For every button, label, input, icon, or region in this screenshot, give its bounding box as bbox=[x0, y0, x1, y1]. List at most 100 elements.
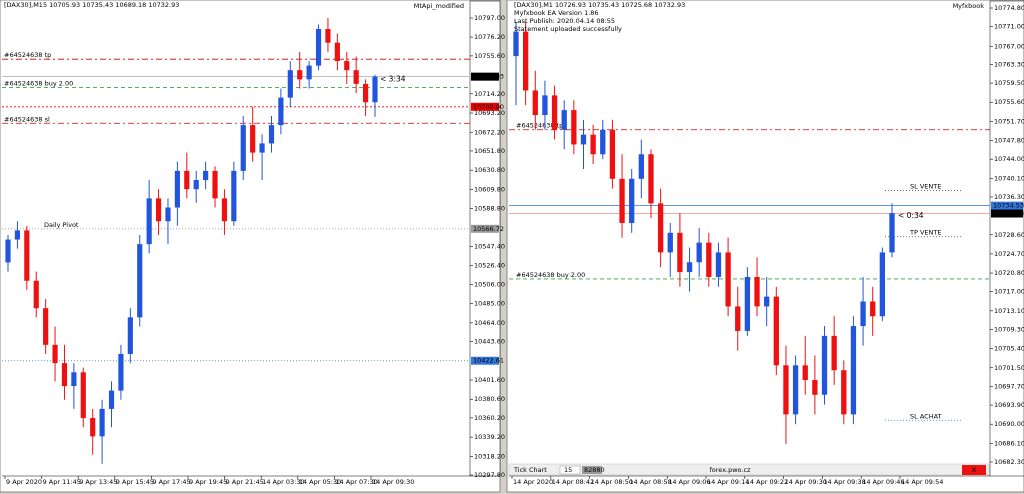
y-tick-label: 10693.20 bbox=[474, 109, 505, 117]
candle-body bbox=[80, 372, 86, 419]
candle-body bbox=[212, 170, 218, 199]
price-tag bbox=[991, 201, 1023, 210]
candle-body bbox=[879, 252, 886, 317]
x-tick-label: 14 Apr 09:06 bbox=[668, 478, 710, 486]
y-tick-label: 10339.20 bbox=[474, 433, 505, 441]
candle-body bbox=[657, 203, 664, 253]
count-box[interactable] bbox=[559, 465, 581, 475]
price-tag-label: 10732.93 bbox=[473, 73, 504, 81]
candle-body bbox=[725, 252, 731, 307]
candle-body bbox=[696, 242, 702, 263]
y-tick-label: 10693.90 bbox=[994, 401, 1024, 409]
candle-body bbox=[754, 276, 760, 307]
y-tick-label: 10720.80 bbox=[994, 269, 1024, 277]
x-tick-label: 9 Apr 13:45 bbox=[79, 478, 117, 486]
candle-body bbox=[363, 83, 369, 103]
price-tag bbox=[471, 72, 499, 81]
candle-body bbox=[715, 252, 722, 277]
candle-body bbox=[667, 232, 673, 253]
candle-body bbox=[99, 408, 105, 437]
left-chart: 10797.00 10776.20 10755.60 10714.20 10693.20… bbox=[2, 0, 505, 486]
x-tick-label: 14 Apr 09:46 bbox=[862, 478, 904, 486]
candle-body bbox=[600, 129, 606, 155]
candle-body bbox=[43, 308, 49, 345]
x-tick-label: 14 Apr 07:30 bbox=[335, 478, 377, 486]
candle-body bbox=[792, 365, 799, 415]
close-label[interactable]: X bbox=[972, 466, 977, 474]
brand: Myfxbook bbox=[953, 2, 985, 10]
price-tag-label: 10732.93 bbox=[993, 210, 1024, 218]
price-line-label: #64524638 tp bbox=[4, 51, 51, 59]
y-tick-label: 10464.00 bbox=[474, 319, 505, 327]
y-tick-label: 10651.80 bbox=[474, 147, 505, 155]
candle-body bbox=[353, 70, 359, 84]
candle-body bbox=[783, 365, 789, 415]
y-tick-label: 10401.60 bbox=[474, 376, 505, 384]
close-button[interactable] bbox=[962, 465, 986, 475]
y-tick-label: 10380.60 bbox=[474, 395, 505, 403]
y-tick-label: 10776.20 bbox=[474, 33, 505, 41]
x-tick-label: 9 Apr 21:45 bbox=[226, 478, 264, 486]
candle-body bbox=[542, 95, 548, 115]
footer-bar bbox=[508, 463, 990, 476]
x-tick-label: 9 Apr 2020 bbox=[6, 478, 42, 486]
candle-body bbox=[278, 97, 284, 126]
count[interactable]: 15 bbox=[564, 466, 572, 474]
y-tick-label: 10588.80 bbox=[474, 205, 505, 213]
x-tick-label: 14 Apr 09:54 bbox=[901, 478, 943, 486]
candle-body bbox=[619, 178, 625, 223]
y-tick-label: 10763.30 bbox=[994, 60, 1024, 68]
y-tick-label: 10526.40 bbox=[474, 262, 505, 270]
candle-body bbox=[24, 230, 30, 281]
countdown: < 0:34 bbox=[898, 211, 924, 220]
y-tick-label: 10714.20 bbox=[474, 90, 505, 98]
ticks: 82880 bbox=[584, 466, 605, 474]
price-line-label: SL ACHAT bbox=[910, 412, 942, 420]
ticks-box bbox=[582, 466, 602, 474]
y-tick-label: 10717.00 bbox=[994, 288, 1024, 296]
price-tag bbox=[991, 209, 1023, 218]
candle-body bbox=[221, 198, 228, 222]
candle-body bbox=[812, 380, 818, 395]
y-tick-label: 10774.80 bbox=[994, 4, 1024, 12]
x-tick-label: 14 Apr 03:30 bbox=[262, 478, 304, 486]
y-tick-label: 10609.80 bbox=[474, 185, 505, 193]
y-tick-label: 10630.80 bbox=[474, 166, 505, 174]
x-tick-label: 9 Apr 15:45 bbox=[116, 478, 154, 486]
x-tick-label: 9 Apr 17:45 bbox=[152, 478, 190, 486]
candle-body bbox=[250, 125, 256, 153]
candle-body bbox=[297, 70, 303, 80]
right-chart: 10774.80 10771.00 10767.00 10763.30 10759.50… bbox=[508, 0, 1024, 486]
countdown: < 3:34 bbox=[380, 75, 406, 84]
candle-body bbox=[174, 170, 180, 208]
y-tick-label: 10682.30 bbox=[994, 458, 1024, 466]
brand: MtApi_modified bbox=[414, 2, 464, 10]
y-tick-label: 10360.20 bbox=[474, 414, 505, 422]
y-tick-label: 10771.00 bbox=[994, 23, 1024, 31]
candle-body bbox=[259, 143, 265, 153]
y-tick-label: 10690.00 bbox=[994, 420, 1024, 428]
y-tick-label: 10755.60 bbox=[994, 98, 1024, 106]
y-tick-label: 10744.00 bbox=[994, 155, 1024, 163]
candle-body bbox=[306, 65, 312, 80]
candle-body bbox=[744, 276, 751, 331]
price-tag-label: 10734.53 bbox=[993, 202, 1024, 210]
price-line-label: #64524638 buy 2.00 bbox=[4, 80, 73, 88]
candle-body bbox=[889, 213, 895, 253]
candle-body bbox=[571, 110, 577, 145]
candle-body bbox=[184, 170, 190, 190]
candle-body bbox=[108, 390, 115, 409]
candle-body bbox=[522, 31, 529, 91]
y-tick-label: 10297.80 bbox=[474, 471, 505, 479]
x-tick-label: 14 Apr 09:38 bbox=[823, 478, 865, 486]
candle-body bbox=[146, 198, 152, 245]
candle-body bbox=[513, 31, 519, 57]
candle-body bbox=[551, 95, 558, 130]
price-line-label: TP VENTE bbox=[909, 229, 941, 237]
candle-body bbox=[287, 70, 293, 98]
candle-body bbox=[831, 335, 837, 371]
chart-header: Myfxbook EA Version 1.86 bbox=[514, 9, 599, 17]
candle-body bbox=[325, 28, 331, 43]
candle-body bbox=[773, 296, 779, 366]
